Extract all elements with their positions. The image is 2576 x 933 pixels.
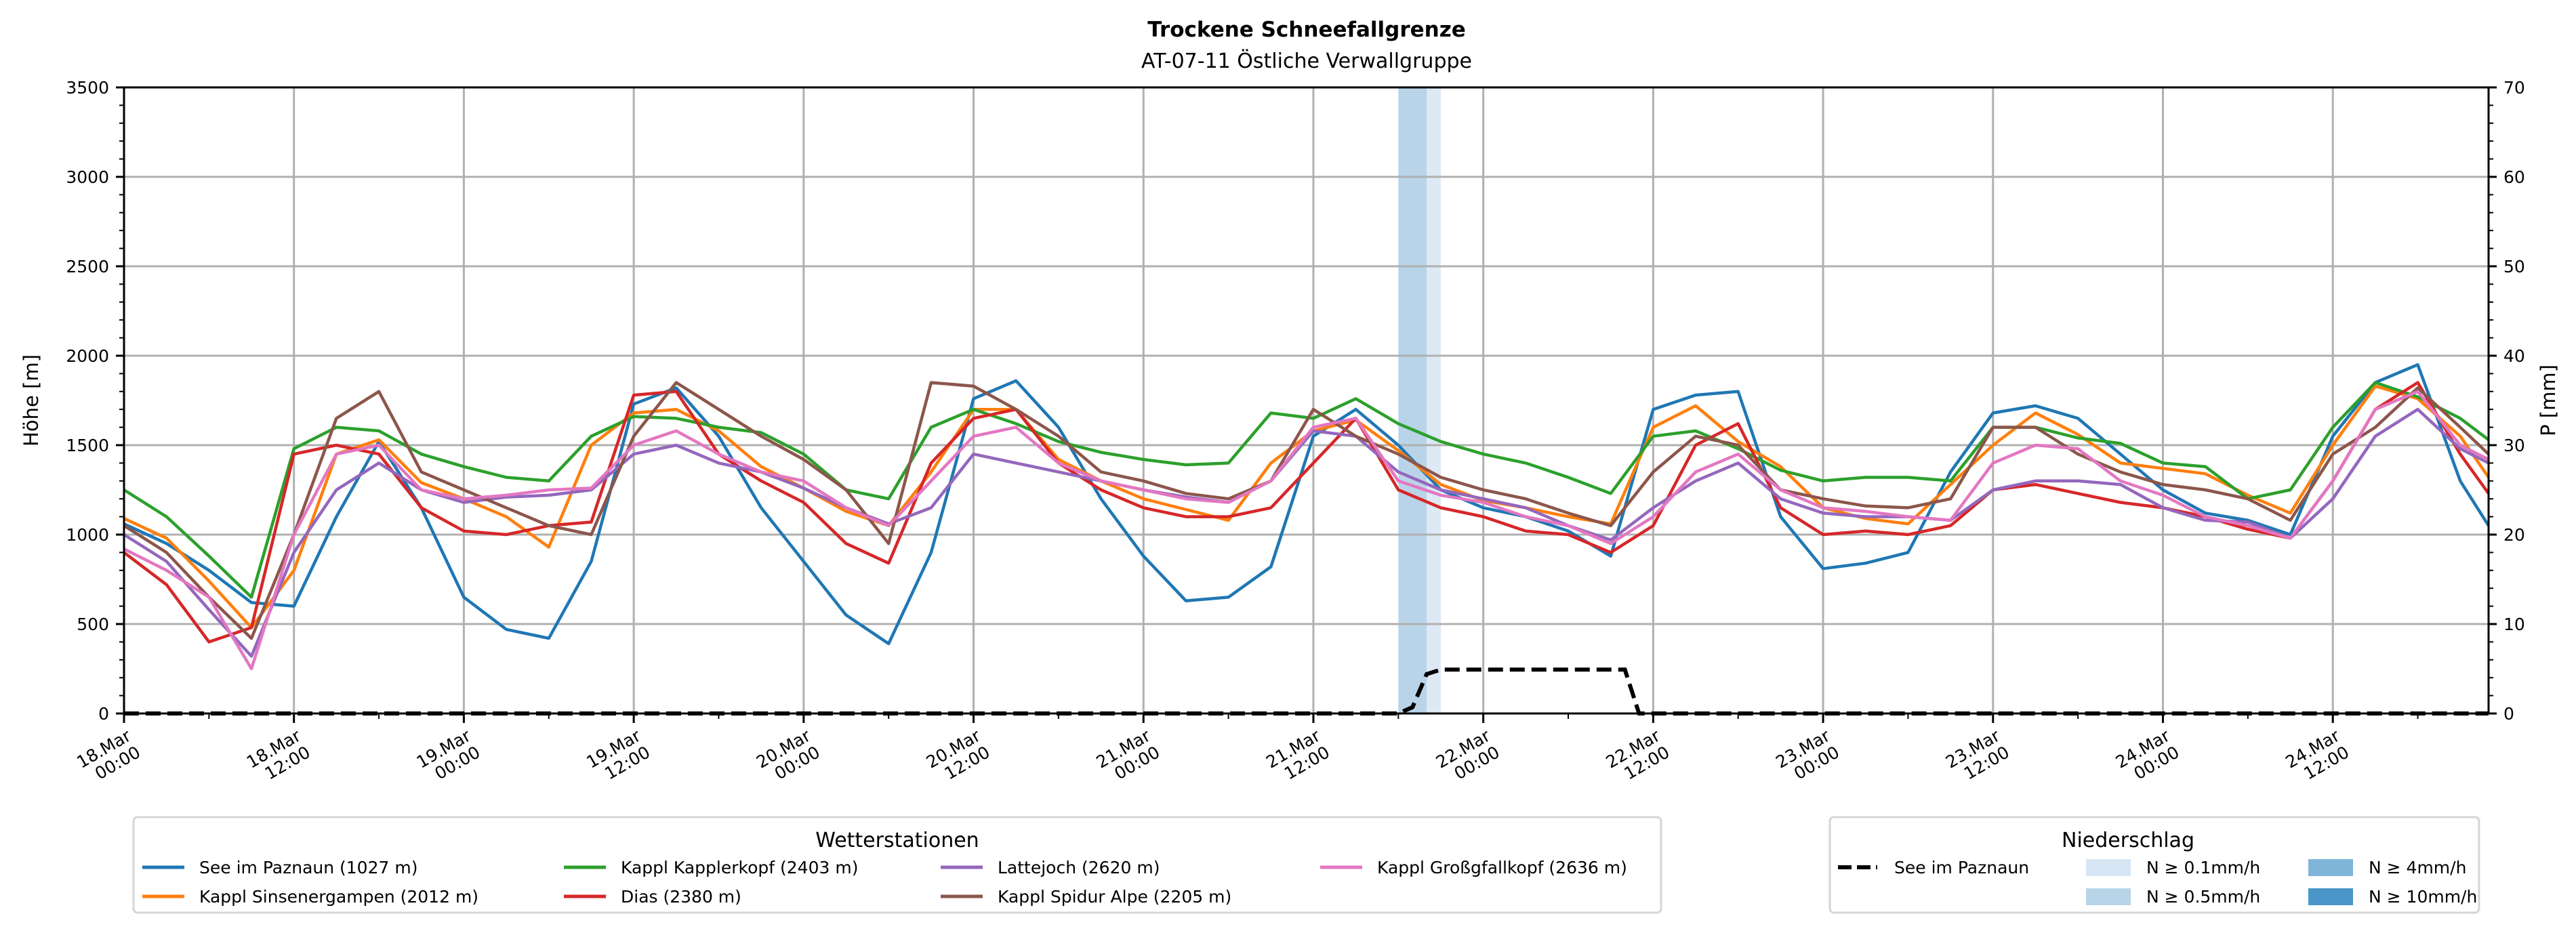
legend-precip-label-1: N ≥ 0.5mm/h <box>2146 887 2260 907</box>
y-axis-label: Höhe [m] <box>20 354 43 447</box>
legend-label: Kappl Spidur Alpe (2205 m) <box>998 887 1231 907</box>
series-line-2 <box>123 381 2490 599</box>
legend-precip-swatch-0 <box>2086 859 2131 876</box>
y-ticks-left: 0 500 1000 1500 2000 2500 3000 3500 <box>66 78 124 724</box>
y-right-tick-label: 0 <box>2503 704 2514 724</box>
legend-stations-frame <box>132 816 1662 914</box>
y-tick-label: 1500 <box>66 436 109 455</box>
legend-precip-title: Niederschlag <box>2062 829 2194 852</box>
series-line-3 <box>123 381 2490 644</box>
chart-title: Trockene Schneefallgrenze <box>1147 18 1466 42</box>
y-right-tick-label: 20 <box>2503 525 2525 545</box>
y-right-tick-label: 60 <box>2503 167 2525 187</box>
legend-label: Lattejoch (2620 m) <box>998 858 1160 877</box>
legend-precip-label-2: N ≥ 4mm/h <box>2369 858 2466 877</box>
axes <box>123 86 2490 715</box>
y-right-tick-label: 40 <box>2503 346 2525 366</box>
plot-frame <box>123 86 2490 715</box>
legend-precip-swatch-1 <box>2086 888 2131 905</box>
legend-label: See im Paznaun (1027 m) <box>199 858 417 877</box>
gridlines <box>124 87 2489 713</box>
y-right-tick-label: 10 <box>2503 615 2525 634</box>
y-right-tick-label: 70 <box>2503 78 2525 98</box>
legend-label: Kappl Sinsenergampen (2012 m) <box>199 887 478 907</box>
y-tick-label: 500 <box>77 615 109 634</box>
y-right-tick-label: 50 <box>2503 257 2525 276</box>
y-axis-label-right: P [mm] <box>2537 365 2560 436</box>
legend-stations-title: Wetterstationen <box>815 829 979 852</box>
y-tick-label: 2000 <box>66 346 109 366</box>
y-tick-label: 2500 <box>66 257 109 276</box>
legend-stations: Wetterstationen See im Paznaun (1027 m) K… <box>132 816 1662 914</box>
series-lines <box>123 362 2490 671</box>
legend-precip: Niederschlag See im Paznaun N ≥ 0.1mm/h … <box>1828 816 2480 914</box>
chart-subtitle: AT-07-11 Östliche Verwallgruppe <box>1141 49 1472 73</box>
y-ticks-right: 0 10 20 30 40 50 60 70 <box>2489 78 2525 724</box>
legend-precip-swatch-2 <box>2308 859 2353 876</box>
y-right-tick-label: 30 <box>2503 436 2525 455</box>
legend-precip-swatch-3 <box>2308 888 2353 905</box>
y-tick-label: 3500 <box>66 78 109 98</box>
precip-line-group <box>124 667 2489 716</box>
legend-label: Kappl Großgfallkopf (2636 m) <box>1377 858 1627 877</box>
series-line-5 <box>123 381 2490 640</box>
legend-precip-label-0: N ≥ 0.1mm/h <box>2146 858 2260 877</box>
precip-line <box>124 667 2489 716</box>
legend-precip-label-3: N ≥ 10mm/h <box>2369 887 2477 907</box>
precip-band-1 <box>1427 87 1441 713</box>
series-line-4 <box>123 407 2490 658</box>
precip-bands <box>1398 87 1441 713</box>
y-tick-label: 0 <box>98 704 109 724</box>
legend-label: Kappl Kapplerkopf (2403 m) <box>621 858 858 877</box>
y-tick-label: 1000 <box>66 525 109 545</box>
precip-band-0 <box>1398 87 1427 713</box>
series-line-6 <box>123 390 2490 671</box>
legend-label: Dias (2380 m) <box>621 887 741 907</box>
y-tick-label: 3000 <box>66 167 109 187</box>
legend-precip-line-label: See im Paznaun <box>1894 858 2029 877</box>
